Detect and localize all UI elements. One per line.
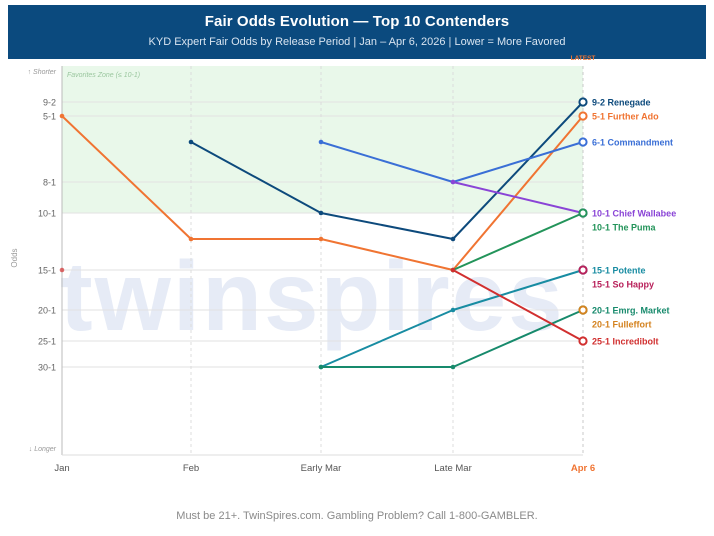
y-tick-label: 5-1	[43, 112, 56, 122]
series-line-chief-wallabee	[452, 181, 584, 214]
data-point-further-ado	[578, 111, 588, 121]
chart-subtitle: KYD Expert Fair Odds by Release Period |…	[148, 36, 566, 48]
end-label-so-happy: 15-1 So Happy	[592, 280, 654, 290]
data-point-incredibolt	[578, 336, 588, 346]
data-point-renegade	[450, 236, 456, 242]
chart-header: Fair Odds Evolution — Top 10 Contenders …	[8, 5, 706, 59]
end-label-potente: 15-1 Potente	[592, 266, 646, 276]
data-point-renegade	[578, 97, 588, 107]
data-point-commandment	[318, 139, 324, 145]
data-point-commandment	[578, 137, 588, 147]
y-axis-bottom-label: ↓ Longer	[29, 446, 57, 453]
y-axis-top-label: ↑ Shorter	[28, 69, 57, 76]
data-point-so-happy	[578, 265, 588, 275]
y-tick-label: 20-1	[38, 306, 56, 316]
data-point-renegade	[188, 139, 194, 145]
end-label-the-puma: 10-1 The Puma	[592, 223, 657, 233]
data-point-incredibolt	[450, 267, 456, 273]
end-label-emrg-market: 20-1 Emrg. Market	[592, 306, 670, 316]
data-point-chief-wallabee	[450, 179, 456, 185]
x-tick-label: Jan	[54, 463, 69, 474]
data-point-renegade	[318, 210, 324, 216]
x-tick-label: Feb	[183, 463, 199, 474]
end-label-incredibolt: 25-1 Incredibolt	[592, 337, 659, 347]
y-tick-label: 25-1	[38, 337, 56, 347]
data-point-emrg-market	[450, 364, 456, 370]
footer-disclaimer: Must be 21+. TwinSpires.com. Gambling Pr…	[176, 510, 538, 522]
data-point-further-ado	[188, 236, 194, 242]
series-line-renegade	[190, 101, 584, 240]
x-tick-label: Apr 6	[571, 463, 595, 474]
end-label-fulleffort: 20-1 Fulleffort	[592, 320, 652, 330]
x-tick-label: Early Mar	[301, 463, 342, 474]
end-label-renegade: 9-2 Renegade	[592, 98, 651, 108]
x-tick-label: Late Mar	[434, 463, 472, 474]
series-line-incredibolt	[452, 269, 584, 342]
series-line-the-puma	[452, 212, 584, 271]
y-tick-label: 15-1	[38, 266, 56, 276]
y-tick-label: 30-1	[38, 363, 56, 373]
y-axis-title: Odds	[10, 248, 19, 267]
favorites-zone	[62, 66, 583, 213]
y-tick-label: 9-2	[43, 98, 56, 108]
data-point-fulleffort	[578, 305, 588, 315]
data-point-further-ado	[318, 236, 324, 242]
favorites-zone-label: Favorites Zone (≤ 10-1)	[67, 72, 140, 79]
end-label-further-ado: 5-1 Further Ado	[592, 112, 659, 122]
watermark-text: twinspires	[60, 241, 565, 351]
data-point-the-puma	[578, 208, 588, 218]
chart-title: Fair Odds Evolution — Top 10 Contenders	[204, 13, 510, 30]
end-label-commandment: 6-1 Commandment	[592, 138, 673, 148]
data-point-potente	[450, 307, 456, 313]
y-tick-label: 8-1	[43, 178, 56, 188]
latest-marker-label: LATEST	[571, 55, 596, 62]
end-label-chief-wallabee: 10-1 Chief Wallabee	[592, 209, 676, 219]
y-tick-label: 10-1	[38, 209, 56, 219]
data-point-further-ado	[59, 113, 65, 119]
data-point-emrg-market	[318, 364, 324, 370]
data-point-incredibolt	[59, 267, 65, 273]
